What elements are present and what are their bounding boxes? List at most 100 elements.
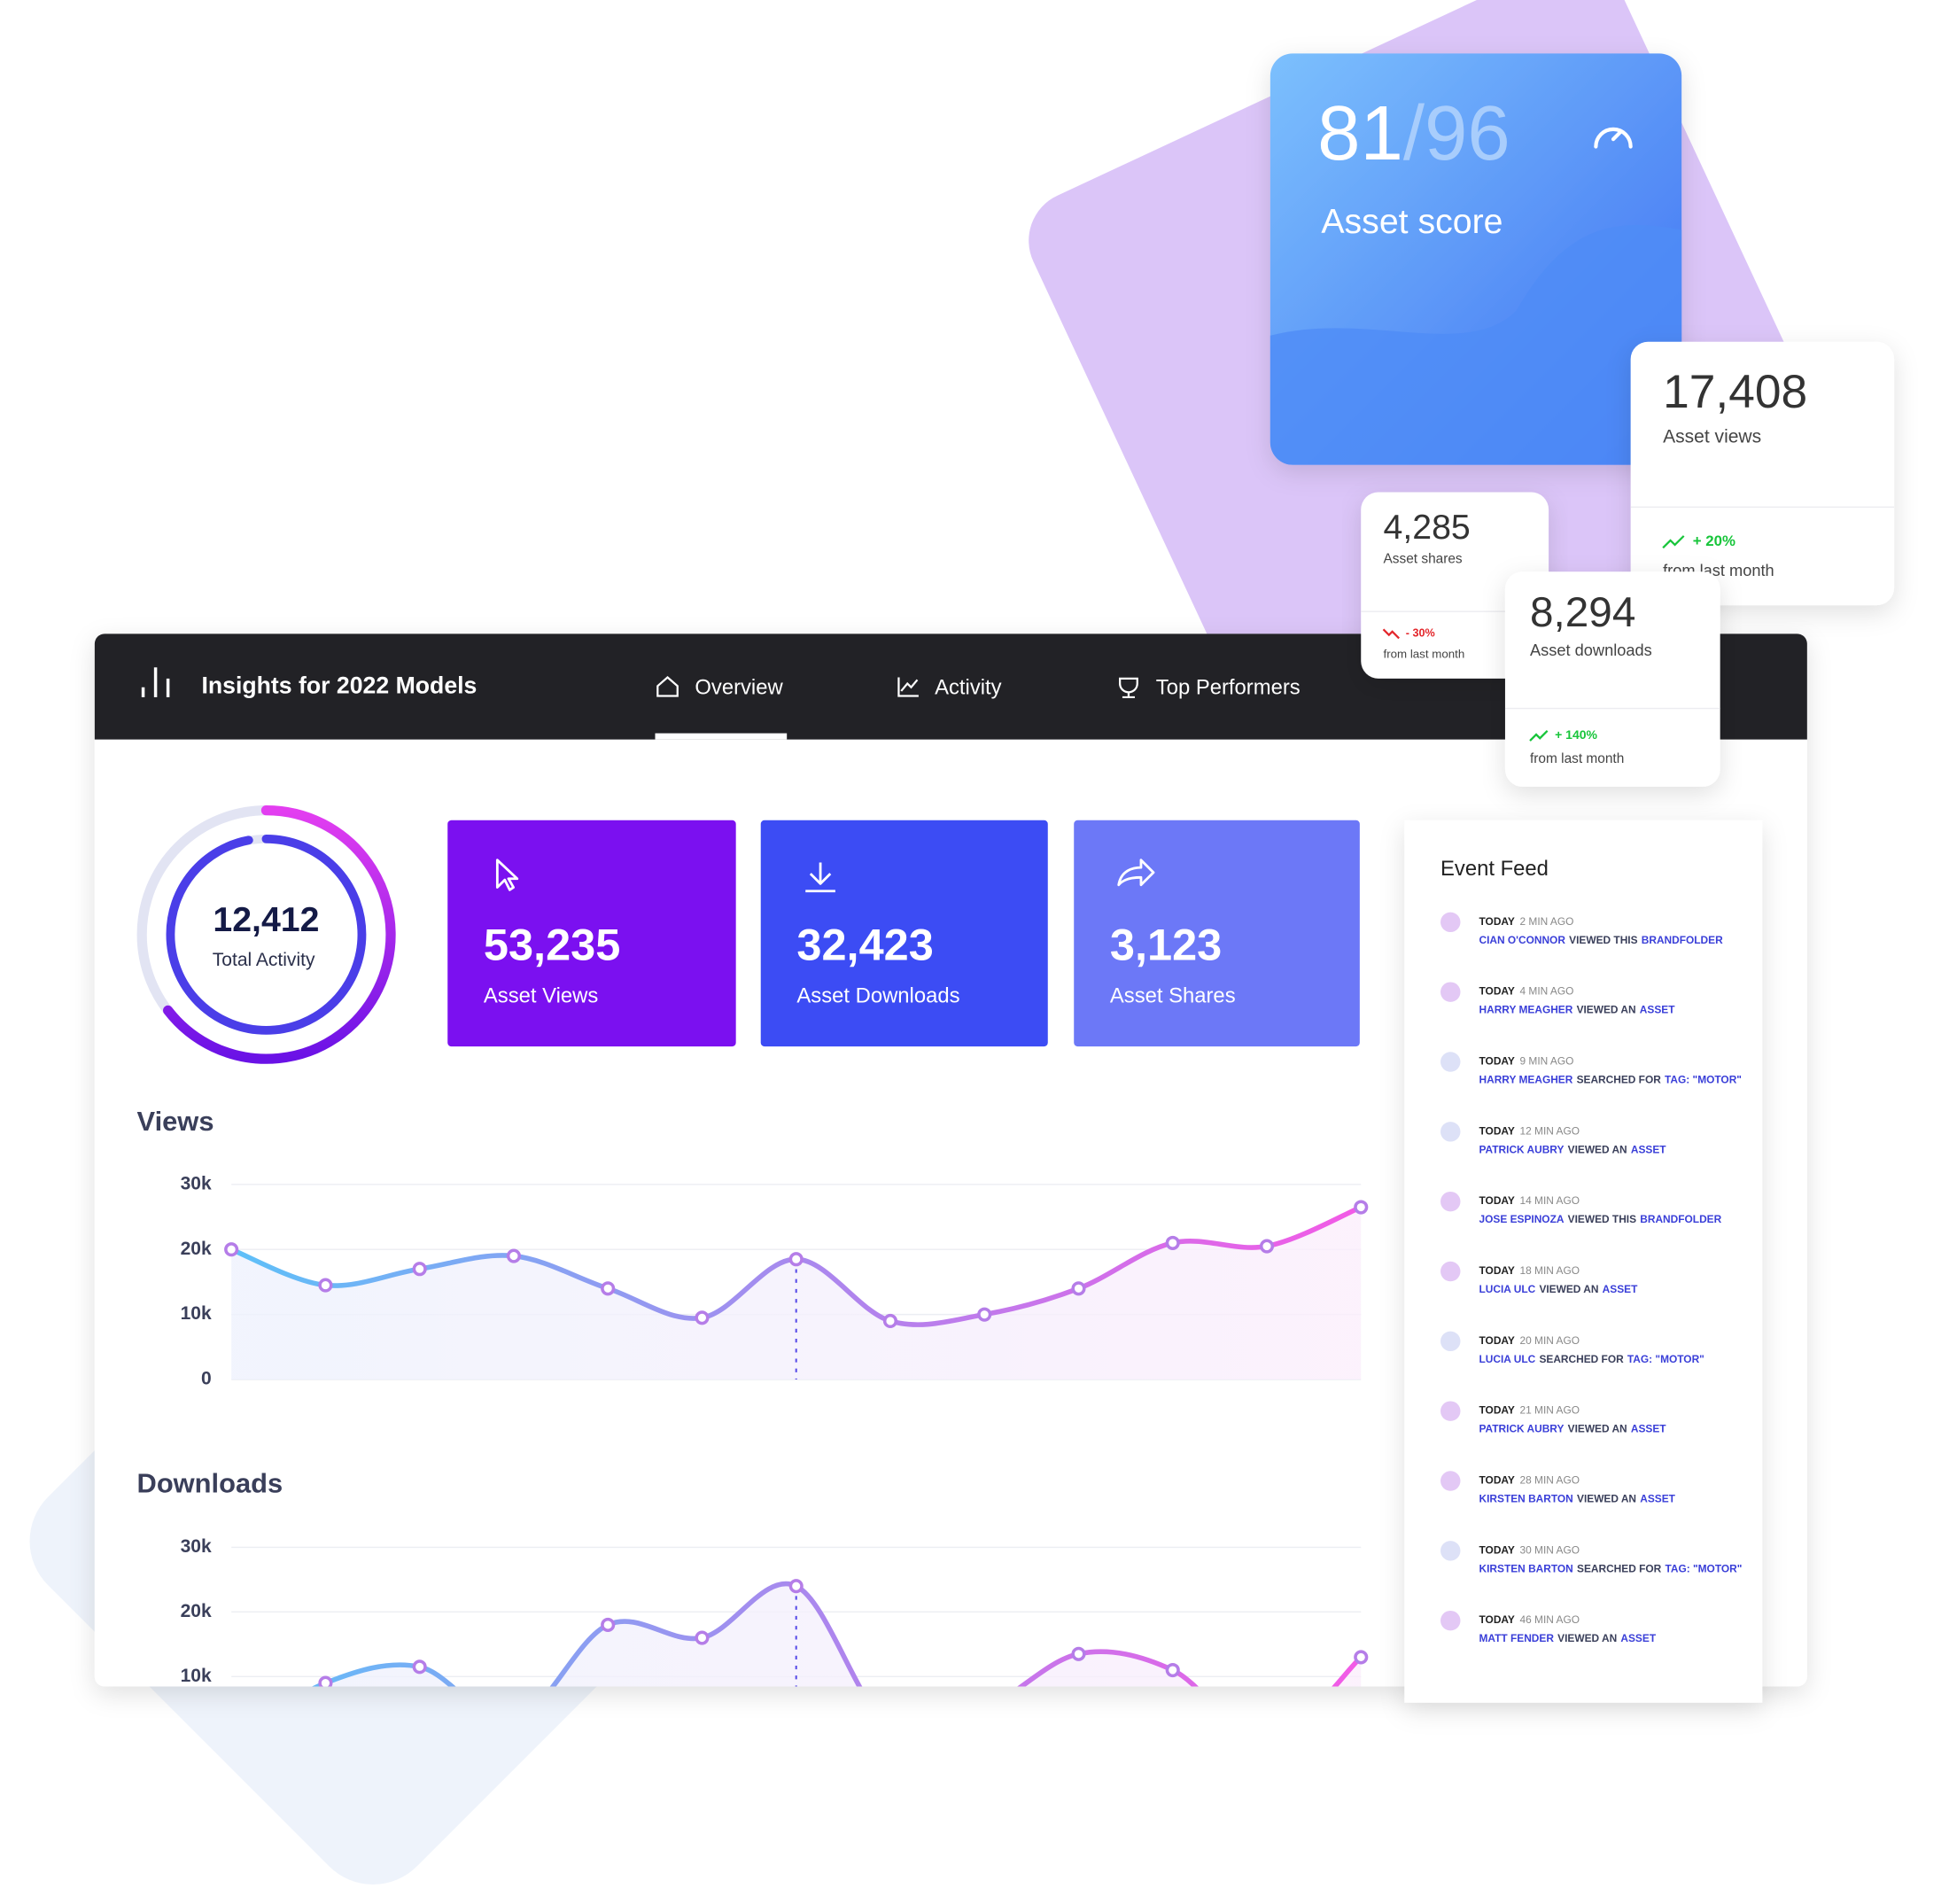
feed-event: LUCIA ULC SEARCHED FOR TAG: "MOTOR" (1479, 1353, 1704, 1365)
feed-day: TODAY (1479, 985, 1515, 998)
feed-verb: VIEWED AN (1539, 1283, 1598, 1295)
point (412, 1659, 427, 1675)
score-total: /96 (1403, 90, 1510, 176)
donut-inner-ring (166, 834, 367, 1035)
feed-ago: 9 MIN AGO (1519, 1055, 1573, 1068)
active-tab-indicator (655, 733, 788, 740)
tile-value: 32,423 (796, 920, 933, 970)
feed-target: ASSET (1620, 1632, 1656, 1644)
feed-day: TODAY (1479, 1055, 1515, 1068)
feed-time: TODAY 12 MIN AGO (1479, 1124, 1580, 1137)
donut-outer-ring (163, 804, 396, 1064)
point (977, 1307, 992, 1322)
feed-user: HARRY MEAGHER (1479, 1004, 1573, 1016)
stat-tile (760, 820, 1048, 1047)
y-tick-label: 10k (181, 1303, 212, 1324)
trophy-icon (1118, 677, 1138, 699)
feed-ago: 12 MIN AGO (1519, 1124, 1579, 1137)
y-tick-label: 0 (201, 1369, 212, 1389)
event-feed-panel (1404, 820, 1763, 1703)
feed-time: TODAY 46 MIN AGO (1479, 1613, 1580, 1626)
feed-verb: VIEWED AN (1557, 1632, 1617, 1644)
feed-day: TODAY (1479, 1334, 1515, 1347)
feed-ago: 21 MIN AGO (1519, 1404, 1579, 1417)
total-value: 12,412 (213, 900, 319, 939)
feed-dot (1440, 912, 1461, 933)
stat-tile (1074, 820, 1360, 1047)
feed-verb: SEARCHED FOR (1577, 1563, 1662, 1575)
point (1071, 1281, 1086, 1296)
tab[interactable]: Top Performers (1156, 675, 1301, 699)
area (231, 1583, 1362, 1687)
trend-icon (1529, 730, 1549, 742)
feed-dot (1440, 1541, 1461, 1561)
feed-target: ASSET (1640, 1493, 1675, 1505)
point (882, 1313, 898, 1329)
feed-time: TODAY 2 MIN AGO (1479, 915, 1574, 928)
y-tick-label: 30k (181, 1173, 212, 1193)
point (412, 1262, 427, 1277)
card-note: from last month (1384, 648, 1465, 661)
tile-icon (1117, 859, 1155, 887)
area (231, 1207, 1362, 1380)
tab[interactable]: Overview (695, 675, 783, 699)
feed-ago: 28 MIN AGO (1519, 1474, 1579, 1487)
trend-icon (1662, 535, 1685, 549)
score-value: 81/96 (1317, 90, 1510, 176)
score: 81 (1317, 90, 1403, 176)
card-label: Asset shares (1384, 551, 1463, 566)
feed-time: TODAY 14 MIN AGO (1479, 1194, 1580, 1207)
feed-verb: VIEWED AN (1577, 1493, 1636, 1505)
feed-user: LUCIA ULC (1479, 1353, 1536, 1365)
card-value: 8,294 (1530, 589, 1635, 636)
feed-verb: VIEWED AN (1568, 1423, 1627, 1435)
chart-title: Downloads (137, 1467, 283, 1498)
card-value: 17,408 (1663, 366, 1807, 418)
activity-icon (897, 677, 919, 697)
feed-user: JOSE ESPINOZA (1479, 1213, 1565, 1225)
point (1071, 1646, 1086, 1661)
feed-day: TODAY (1479, 1613, 1515, 1626)
point (695, 1310, 710, 1325)
feed-day: TODAY (1479, 1194, 1515, 1207)
feed-verb: SEARCHED FOR (1577, 1074, 1662, 1086)
gauge-icon (1594, 127, 1633, 149)
feed-time: TODAY 30 MIN AGO (1479, 1543, 1580, 1556)
feed-dot (1440, 1052, 1461, 1072)
point (1354, 1650, 1369, 1665)
main-card: Insights for 2022 Models Overview Activi… (94, 633, 1807, 1703)
feed-dot (1440, 1122, 1461, 1142)
feed-day: TODAY (1479, 1474, 1515, 1487)
point (1165, 1235, 1180, 1250)
feed-ago: 14 MIN AGO (1519, 1194, 1579, 1207)
point (1259, 1239, 1275, 1254)
feed-target: ASSET (1640, 1004, 1675, 1016)
card-change: - 30% (1406, 627, 1435, 640)
point (506, 1248, 521, 1263)
feed-user: PATRICK AUBRY (1479, 1423, 1565, 1435)
tile-label: Asset Views (484, 983, 598, 1007)
feed-event: PATRICK AUBRY VIEWED AN ASSET (1479, 1144, 1667, 1156)
feed-user: LUCIA ULC (1479, 1283, 1536, 1295)
feed-day: TODAY (1479, 1404, 1515, 1417)
point (224, 1242, 239, 1257)
feed-user: MATT FENDER (1479, 1632, 1555, 1644)
feed-user: KIRSTEN BARTON (1479, 1493, 1573, 1505)
card-change: + 20% (1693, 532, 1735, 549)
point (601, 1281, 616, 1296)
feed-dot (1440, 982, 1461, 1002)
feed-dot (1440, 1261, 1461, 1282)
feed-target: ASSET (1603, 1283, 1638, 1295)
card-change: + 140% (1555, 727, 1597, 742)
card-bg (1504, 571, 1720, 787)
tile-value: 3,123 (1110, 920, 1222, 970)
tile-icon (805, 862, 835, 893)
tile-value: 53,235 (484, 920, 620, 970)
tab[interactable]: Activity (935, 675, 1002, 699)
score-card: 81/96 Asset score (1270, 53, 1682, 465)
logo-icon (141, 667, 170, 697)
feed-ago: 18 MIN AGO (1519, 1264, 1579, 1277)
feed-dot (1440, 1331, 1461, 1352)
score-label: Asset score (1321, 202, 1503, 241)
stat-card: 4,285 Asset shares - 30% from last month (1361, 492, 1549, 679)
